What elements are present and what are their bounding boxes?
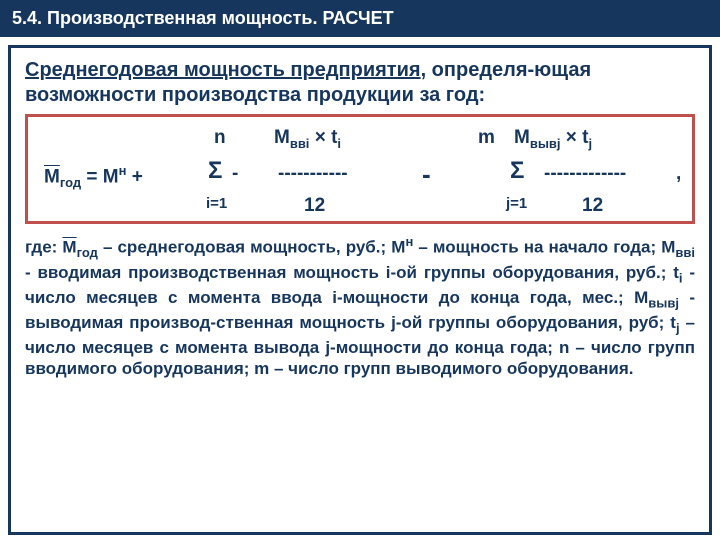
den1: 12 [304,195,325,217]
sigma1-bot: i=1 [206,195,227,212]
dash2: ------------- [544,163,626,185]
formula: n Мввi × ti m Мвывj × tj Мгод = Мн + Σ -… [36,123,684,215]
content-frame: Среднегодовая мощность предприятия, опре… [8,45,712,535]
formula-box: n Мввi × ti m Мвывj × tj Мгод = Мн + Σ -… [25,114,695,224]
intro-underlined: Среднегодовая мощность предприятия [25,59,421,81]
legend-text: где: Мгод – среднегодовая мощность, руб.… [25,234,695,380]
sigma2: Σ [510,157,524,185]
lhs: Мгод = Мн + [44,163,143,190]
dash1: ----------- [278,163,348,185]
trail: , [676,163,681,185]
den2: 12 [582,195,603,217]
sigma2-top: m [478,127,495,149]
num2: Мвывj × tj [514,127,592,151]
sigma1: Σ [208,157,222,185]
intro-text: Среднегодовая мощность предприятия, опре… [25,58,695,108]
header-title: 5.4. Производственная мощность. РАСЧЕТ [12,8,394,28]
big-minus: - [422,159,431,190]
sigma1-top: n [214,127,226,149]
slide-header: 5.4. Производственная мощность. РАСЧЕТ [0,0,720,37]
minus1: - [232,163,238,185]
num1: Мввi × ti [274,127,341,151]
sigma2-bot: j=1 [506,195,527,212]
